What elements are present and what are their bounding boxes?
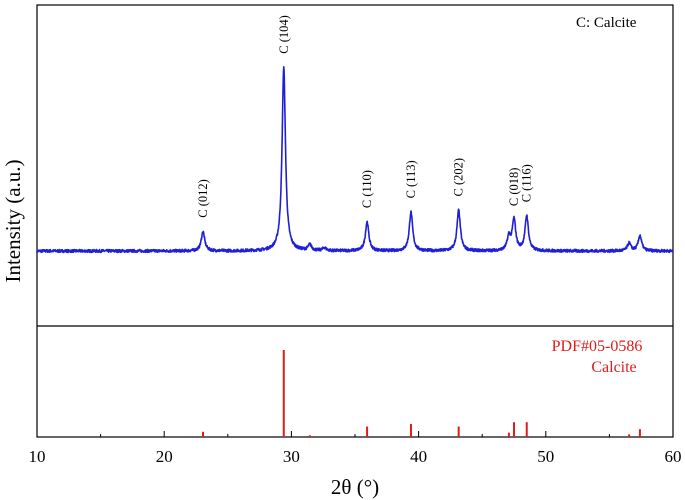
reference-label: PDF#05-0586	[552, 338, 643, 355]
x-tick-label: 40	[410, 447, 427, 466]
xrd-pattern	[36, 65, 674, 254]
peak-label: C (110)	[360, 170, 374, 208]
xrd-pattern-line	[36, 65, 674, 254]
peak-labels: C (012) C (104) C (110) C (113) C (202) C (01…	[196, 15, 534, 218]
x-tick-label: 20	[156, 447, 173, 466]
x-tick-label: 50	[537, 447, 554, 466]
peak-label: C (116)	[520, 164, 534, 202]
peak-label: C (104)	[277, 15, 291, 54]
peak-label: C (018)	[507, 168, 521, 207]
x-tick-label: 10	[29, 447, 46, 466]
x-tick-label: 60	[665, 447, 682, 466]
reference-lines	[201, 350, 641, 437]
plot-frame	[36, 4, 674, 438]
y-axis-title: Intensity (a.u.)	[1, 159, 25, 282]
peak-label: C (113)	[404, 160, 418, 198]
x-axis-title: 2θ (°)	[331, 475, 379, 499]
x-axis-ticks	[36, 431, 674, 437]
reference-sublabel: Calcite	[591, 359, 636, 376]
peak-label: C (202)	[452, 158, 466, 197]
peak-label: C (012)	[196, 179, 210, 218]
x-axis-tick-labels: 10 20 30 40 50 60	[29, 447, 682, 466]
legend-text: C: Calcite	[576, 15, 637, 31]
x-tick-label: 30	[283, 447, 300, 466]
